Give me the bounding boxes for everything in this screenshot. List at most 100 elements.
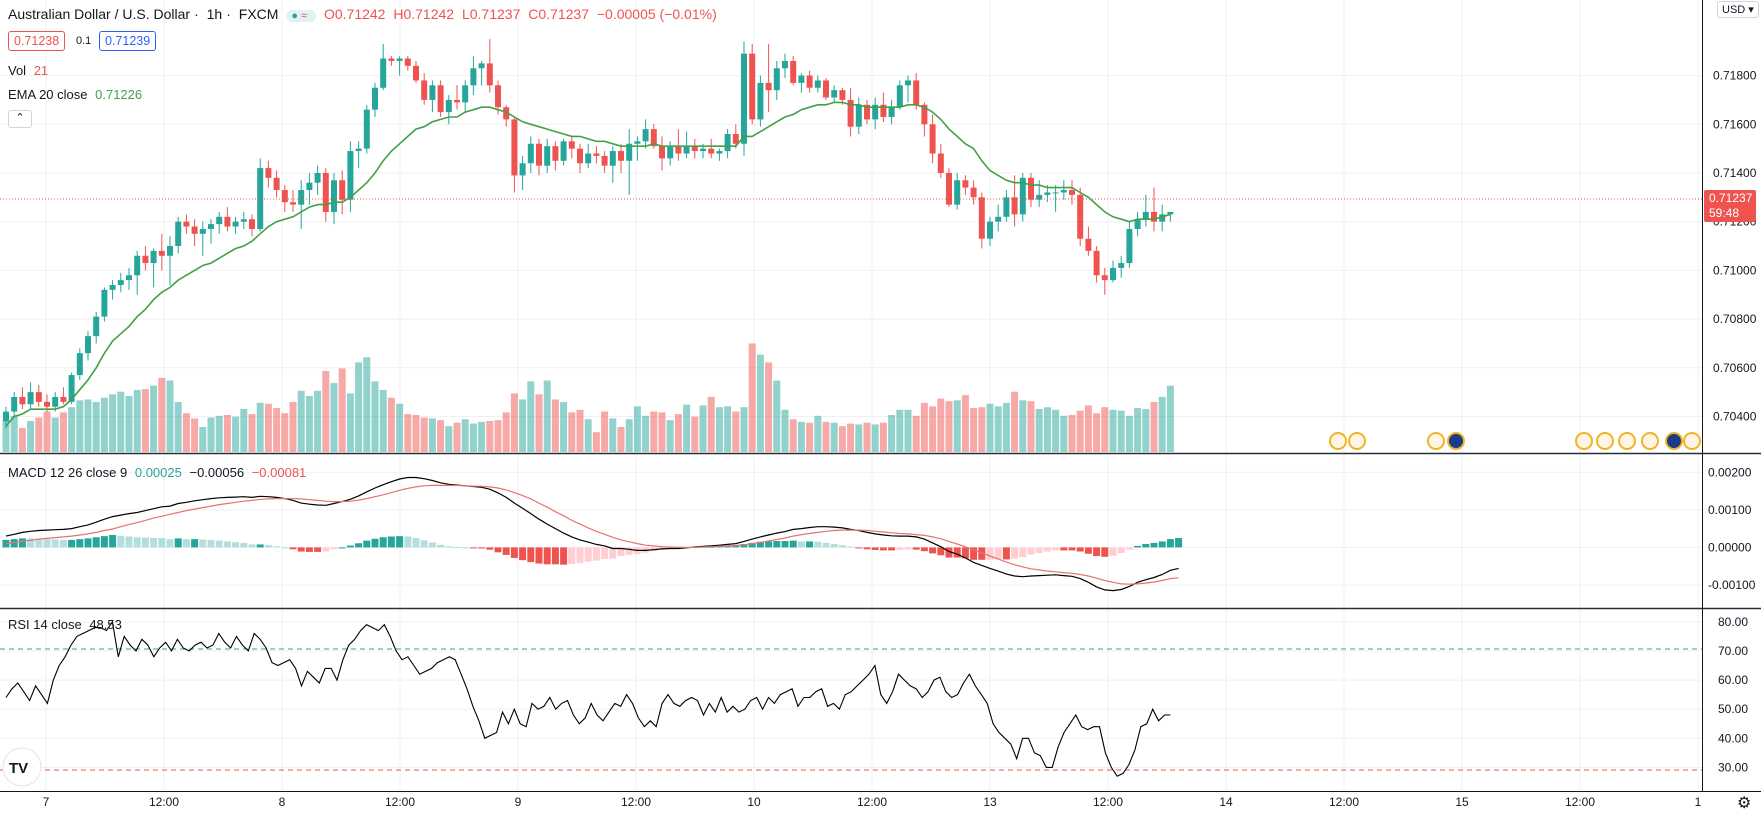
macd-hist-bar — [445, 546, 453, 548]
economic-events[interactable] — [1329, 432, 1701, 450]
symbol-name[interactable]: Australian Dollar / U.S. Dollar — [8, 6, 191, 22]
tradingview-logo[interactable]: TV — [2, 747, 42, 787]
macd-hist-bar — [904, 547, 912, 550]
candle-body — [413, 65, 419, 81]
us-flag-icon[interactable] — [1641, 432, 1659, 450]
candle-body — [1036, 194, 1043, 200]
macd-hist-bar — [240, 542, 248, 548]
volume-bar — [683, 404, 691, 452]
macd-hist-value: 0.00025 — [134, 465, 182, 480]
candle-body — [1003, 197, 1010, 217]
rsi-legend[interactable]: RSI 14 close 48.53 — [8, 617, 126, 632]
macd-hist-bar — [76, 539, 84, 548]
volume-bar — [945, 401, 953, 452]
volume-bar — [100, 397, 108, 452]
us-flag-icon[interactable] — [1596, 432, 1614, 450]
macd-hist-bar — [1076, 547, 1084, 552]
volume-bar — [1035, 408, 1043, 452]
volume-legend[interactable]: Vol 21 — [8, 63, 52, 78]
candle-body — [445, 99, 452, 113]
candle-body — [609, 151, 616, 166]
macd-hist-bar — [1142, 544, 1150, 548]
macd-hist-bar — [379, 537, 387, 548]
us-flag-icon[interactable] — [1427, 432, 1445, 450]
volume-bar — [445, 426, 453, 452]
interval-label[interactable]: 1h — [206, 6, 223, 22]
macd-hist-bar — [232, 542, 240, 548]
volume-bar — [724, 406, 732, 452]
ema-legend[interactable]: EMA 20 close 0.71226 — [8, 87, 146, 102]
settings-gear-icon[interactable]: ⚙ — [1737, 795, 1751, 812]
time-tick-label: 14 — [1219, 795, 1233, 809]
volume-bar — [1158, 396, 1166, 452]
us-flag-icon[interactable] — [1618, 432, 1636, 450]
volume-bar — [699, 405, 707, 452]
volume-bar — [281, 413, 289, 452]
macd-hist-bar — [51, 539, 59, 548]
volume-bar — [1125, 415, 1133, 452]
volume-bar — [437, 420, 445, 452]
macd-hist-bar — [871, 547, 879, 551]
symbol-legend[interactable]: Australian Dollar / U.S. Dollar · 1h · FXC… — [8, 6, 717, 22]
candle-body — [855, 104, 862, 127]
macd-hist-bar — [199, 539, 207, 548]
volume-bar — [150, 385, 158, 452]
volume-bar — [141, 389, 149, 452]
macd-hist-bar — [1109, 547, 1117, 556]
candle-body — [741, 53, 747, 144]
rsi-tick-label: 60.00 — [1718, 673, 1748, 687]
volume-bar — [355, 362, 363, 452]
volume-bar — [691, 416, 699, 452]
ema-label: EMA 20 close — [8, 87, 88, 102]
volume-bars — [2, 343, 1174, 452]
candle-body — [134, 255, 141, 276]
us-flag-icon[interactable] — [1329, 432, 1347, 450]
volume-bar — [797, 421, 805, 452]
candle-body — [347, 151, 354, 200]
macd-hist-bar — [420, 540, 428, 548]
macd-hist-bar — [84, 538, 92, 548]
macd-hist-bar — [1035, 547, 1043, 554]
macd-hist-bar — [371, 538, 379, 548]
macd-hist-bar — [625, 547, 633, 555]
macd-legend[interactable]: MACD 12 26 close 9 0.00025 −0.00056 −0.0… — [8, 465, 310, 480]
volume-bar — [174, 402, 182, 452]
volume-bar — [527, 381, 535, 452]
volume-bar — [2, 420, 10, 452]
us-flag-icon[interactable] — [1683, 432, 1701, 450]
sell-price-button[interactable]: 0.71238 — [8, 31, 66, 51]
au-flag-icon[interactable] — [1447, 432, 1465, 450]
macd-hist-bar — [510, 547, 518, 558]
candle-body — [823, 80, 829, 98]
volume-bar — [1101, 407, 1109, 452]
macd-hist-bar — [937, 547, 945, 556]
currency-selector[interactable]: USD ▾ — [1717, 1, 1759, 18]
volume-bar — [371, 381, 379, 452]
us-flag-icon[interactable] — [1575, 432, 1593, 450]
us-flag-icon[interactable] — [1665, 432, 1683, 450]
buy-price-button[interactable]: 0.71239 — [99, 31, 157, 51]
volume-bar — [592, 432, 600, 452]
candle-body — [568, 141, 575, 149]
candle-body — [1151, 211, 1157, 222]
candle-body — [117, 280, 124, 285]
collapse-legend-chevron-up-icon[interactable]: ⌃ — [8, 110, 32, 128]
candle-body — [937, 153, 944, 173]
macd-hist-bar — [830, 544, 838, 548]
ema-value: 0.71226 — [95, 87, 143, 102]
volume-bar — [256, 402, 264, 452]
volume-bar — [1084, 405, 1092, 452]
time-tick-label: 12:00 — [621, 795, 651, 809]
macd-hist-bar — [584, 547, 592, 562]
candle-body — [1159, 214, 1166, 222]
volume-bar — [92, 402, 100, 452]
macd-hist-bar — [27, 538, 35, 548]
candle-body — [749, 53, 756, 120]
macd-hist-bar — [888, 547, 896, 551]
candle-body — [634, 141, 641, 144]
macd-hist-bar — [568, 547, 576, 564]
us-flag-icon[interactable] — [1348, 432, 1366, 450]
volume-bar — [43, 411, 51, 452]
